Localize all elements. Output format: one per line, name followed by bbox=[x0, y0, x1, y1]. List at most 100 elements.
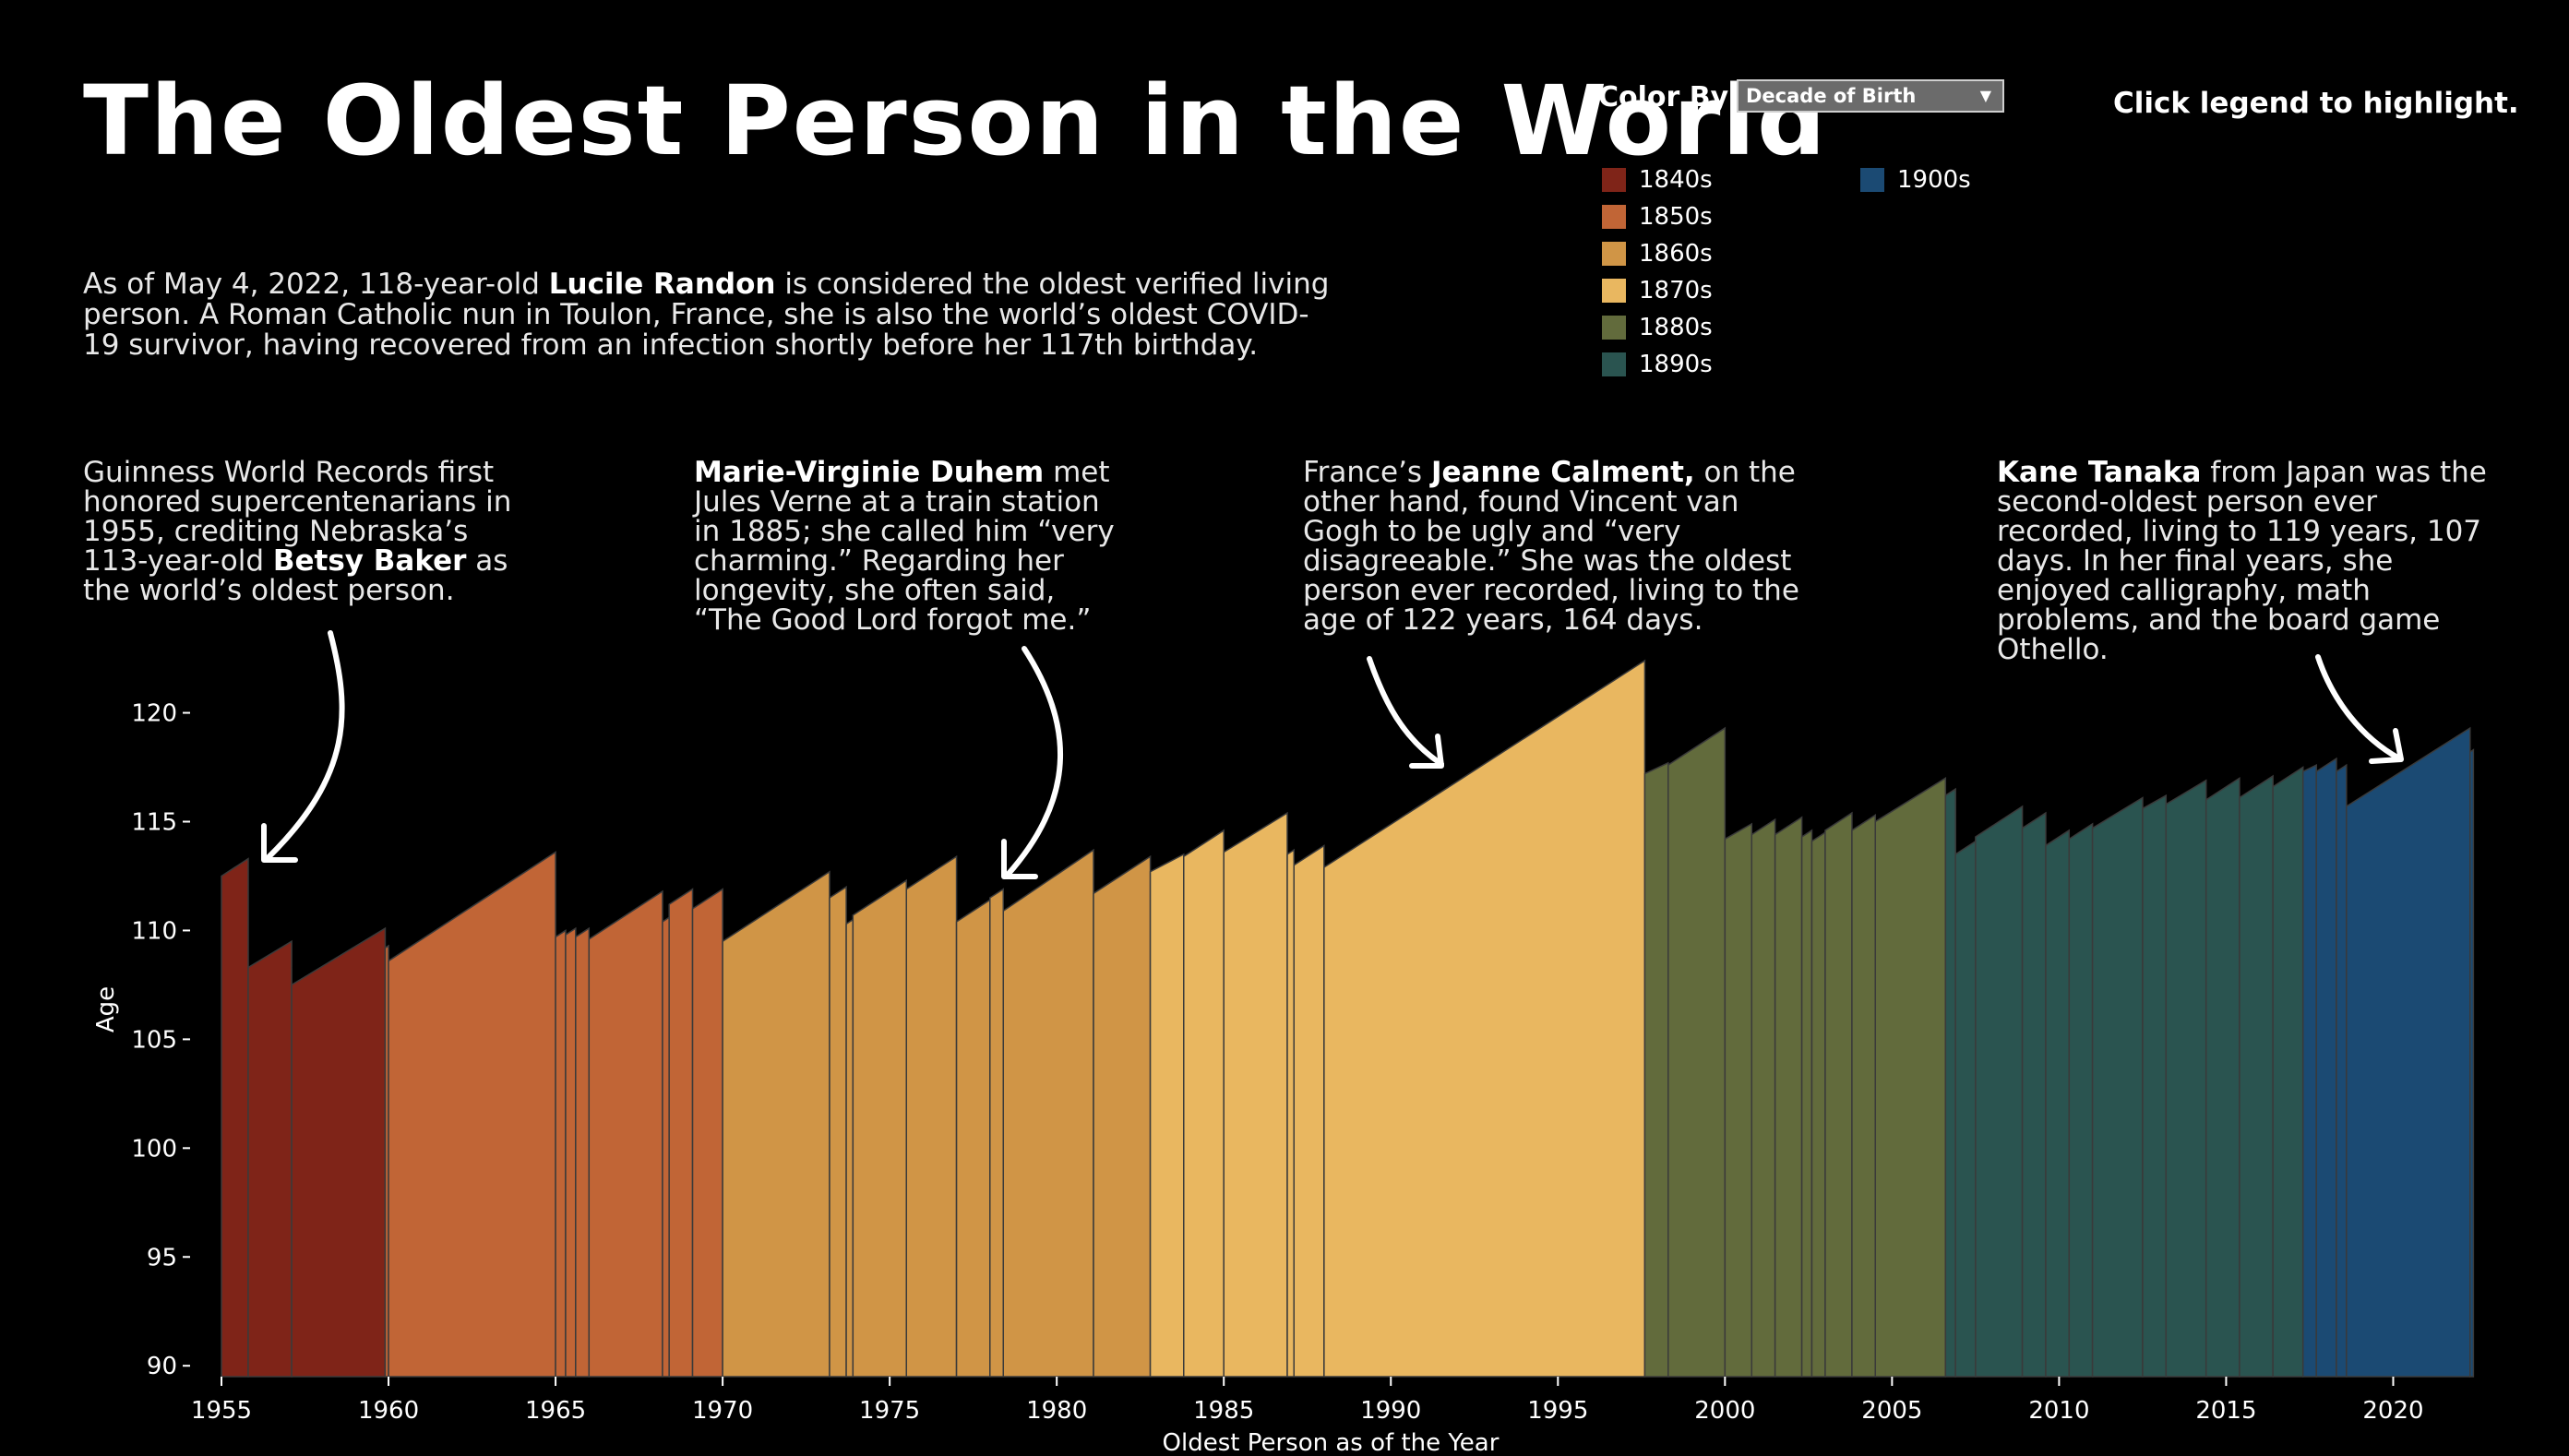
legend-swatch bbox=[1602, 205, 1626, 229]
area-segment-1870s-25[interactable] bbox=[1293, 844, 1325, 1378]
area-segment-1890s-42[interactable] bbox=[2068, 822, 2094, 1378]
area-segment-1870s-21[interactable] bbox=[1149, 853, 1185, 1378]
area-segment-1840s-1[interactable] bbox=[247, 939, 293, 1378]
area-segment-1850s-4[interactable] bbox=[388, 851, 556, 1378]
area-segment-1880s-33[interactable] bbox=[1810, 830, 1826, 1378]
area-segment-1890s-40[interactable] bbox=[2021, 811, 2047, 1378]
area-segment-1850s-9[interactable] bbox=[662, 915, 670, 1378]
area-segment-1870s-24[interactable] bbox=[1286, 848, 1296, 1378]
area-segment-1880s-32[interactable] bbox=[1800, 829, 1813, 1378]
area-segment-1890s-44[interactable] bbox=[2142, 794, 2168, 1378]
area-segment-1870s-23[interactable] bbox=[1223, 811, 1288, 1378]
area-segment-1870s-22[interactable] bbox=[1183, 829, 1225, 1378]
annotation-name: Jeanne Calment, bbox=[1430, 456, 1695, 489]
area-segment-1850s-6[interactable] bbox=[565, 926, 577, 1378]
color-by-label: Color By: bbox=[1598, 81, 1740, 113]
x-tick-label: 2000 bbox=[1694, 1397, 1755, 1425]
arrowhead-kane-tanaka bbox=[2369, 728, 2404, 764]
area-segment-1880s-31[interactable] bbox=[1774, 816, 1803, 1378]
legend-label: 1900s bbox=[1897, 166, 1971, 194]
x-tick-label: 1970 bbox=[692, 1397, 753, 1425]
legend-item-1840s[interactable]: 1840s bbox=[1602, 166, 1713, 194]
intro-pre: As of May 4, 2022, 118-year-old bbox=[83, 268, 549, 301]
area-segment-1860s-20[interactable] bbox=[1093, 854, 1152, 1378]
x-tick-label: 1980 bbox=[1026, 1397, 1087, 1425]
legend-swatch bbox=[1602, 352, 1626, 376]
annotation-name: Kane Tanaka bbox=[1997, 456, 2202, 489]
x-tick-label: 2005 bbox=[1861, 1397, 1922, 1425]
legend-label: 1850s bbox=[1639, 203, 1713, 231]
area-segment-1840s-0[interactable] bbox=[221, 857, 249, 1378]
area-segment-1900s-52[interactable] bbox=[2346, 726, 2471, 1378]
annotation-post: on the other hand, found Vincent van Gog… bbox=[1303, 456, 1799, 637]
area-segment-1860s-15[interactable] bbox=[852, 878, 908, 1378]
legend-item-1880s[interactable]: 1880s bbox=[1602, 314, 1713, 341]
area-segment-1890s-39[interactable] bbox=[1975, 805, 2024, 1378]
x-tick-label: 1975 bbox=[859, 1397, 920, 1425]
area-segment-1860s-18[interactable] bbox=[989, 888, 1005, 1378]
annotation-kane-tanaka: Kane Tanaka from Japan was the second-ol… bbox=[1997, 458, 2514, 664]
legend-label: 1890s bbox=[1639, 351, 1713, 378]
x-tick-label: 1960 bbox=[358, 1397, 419, 1425]
area-segment-1890s-38[interactable] bbox=[1954, 840, 1977, 1378]
annotation-name: Betsy Baker bbox=[272, 544, 467, 578]
area-segment-1860s-12[interactable] bbox=[722, 870, 830, 1378]
area-segment-1890s-46[interactable] bbox=[2205, 776, 2240, 1378]
area-segment-1850s-10[interactable] bbox=[668, 888, 694, 1378]
legend-label: 1880s bbox=[1639, 314, 1713, 341]
area-segment-1890s-47[interactable] bbox=[2239, 774, 2274, 1378]
area-segment-1850s-11[interactable] bbox=[691, 888, 723, 1378]
legend-swatch bbox=[1602, 316, 1626, 340]
legend-item-1890s[interactable]: 1890s bbox=[1602, 351, 1713, 378]
area-segment-1890s-41[interactable] bbox=[2045, 829, 2071, 1378]
legend-item-1860s[interactable]: 1860s bbox=[1602, 240, 1713, 268]
area-segment-1860s-17[interactable] bbox=[955, 899, 991, 1378]
area-segment-1880s-30[interactable] bbox=[1751, 818, 1776, 1378]
area-segment-1880s-35[interactable] bbox=[1851, 814, 1877, 1378]
area-segment-1900s-50[interactable] bbox=[2315, 757, 2337, 1378]
legend-item-1870s[interactable]: 1870s bbox=[1602, 277, 1713, 304]
area-segment-1890s-45[interactable] bbox=[2165, 779, 2207, 1378]
area-segment-1870s-26[interactable] bbox=[1323, 659, 1646, 1378]
y-tick-label: 110 bbox=[131, 917, 177, 945]
y-axis-label: Age bbox=[92, 986, 120, 1032]
area-segment-1860s-14[interactable] bbox=[845, 918, 854, 1378]
area-segment-1880s-28[interactable] bbox=[1667, 726, 1727, 1378]
area-segment-1900s-53[interactable] bbox=[2469, 748, 2475, 1378]
x-tick-label: 1990 bbox=[1360, 1397, 1421, 1425]
annotation-marie-virginie-duhem: Marie-Virginie Duhem met Jules Verne at … bbox=[694, 458, 1118, 635]
area-segment-1850s-3[interactable] bbox=[384, 944, 389, 1378]
area-segment-1850s-7[interactable] bbox=[575, 926, 591, 1378]
area-segment-1850s-8[interactable] bbox=[588, 889, 663, 1378]
y-tick-label: 105 bbox=[131, 1026, 177, 1054]
area-segment-1850s-5[interactable] bbox=[555, 929, 567, 1378]
area-segment-1900s-49[interactable] bbox=[2301, 763, 2317, 1378]
area-segment-1860s-19[interactable] bbox=[1002, 848, 1094, 1378]
area-segment-1880s-29[interactable] bbox=[1724, 822, 1753, 1378]
y-tick-label: 115 bbox=[131, 809, 177, 837]
area-segment-1860s-16[interactable] bbox=[905, 854, 958, 1378]
legend-item-1850s[interactable]: 1850s bbox=[1602, 203, 1713, 231]
area-segment-1890s-37[interactable] bbox=[1944, 787, 1956, 1378]
legend-swatch bbox=[1602, 279, 1626, 303]
area-segment-1880s-36[interactable] bbox=[1874, 776, 1947, 1378]
area-segment-1880s-34[interactable] bbox=[1824, 811, 1853, 1378]
legend-item-1900s[interactable]: 1900s bbox=[1860, 166, 1971, 194]
area-segment-1860s-13[interactable] bbox=[829, 885, 847, 1378]
y-tick-label: 120 bbox=[131, 700, 177, 728]
legend-swatch bbox=[1602, 168, 1626, 192]
area-segment-1840s-2[interactable] bbox=[291, 926, 387, 1378]
area-segment-1890s-48[interactable] bbox=[2272, 766, 2304, 1378]
arrow-to-marie-virginie-duhem bbox=[1005, 646, 1063, 877]
area-segment-1890s-43[interactable] bbox=[2091, 796, 2144, 1378]
arrowhead-jeanne-calment bbox=[1409, 734, 1444, 769]
annotation-post: as the world’s oldest person. bbox=[83, 544, 508, 607]
arrow-to-jeanne-calment bbox=[1367, 656, 1444, 767]
area-segment-1880s-27[interactable] bbox=[1643, 761, 1669, 1378]
annotation-post: met Jules Verne at a train station in 18… bbox=[694, 456, 1115, 637]
area-segment-1900s-51[interactable] bbox=[2336, 763, 2348, 1378]
x-tick-label: 1995 bbox=[1527, 1397, 1588, 1425]
color-by-dropdown[interactable]: Decade of Birth ▼ bbox=[1737, 79, 2004, 113]
y-tick-label: 95 bbox=[147, 1244, 177, 1271]
